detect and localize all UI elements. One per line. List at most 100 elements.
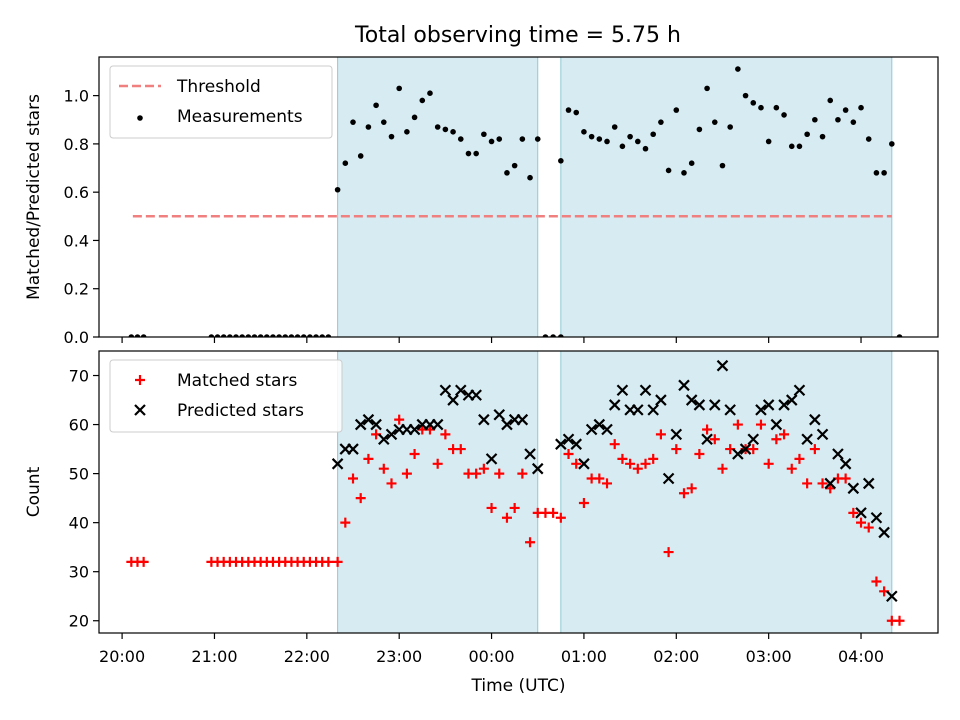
y-tick-label: 1.0 [64,87,89,106]
measurement-point [704,85,710,92]
predicted-star-point [878,526,890,539]
predicted-star-point [639,384,652,397]
matched-star-point [894,615,905,626]
predicted-star-point [616,384,629,397]
measurement-point [611,124,618,130]
measurement-point [307,334,313,337]
measurement-point [627,133,633,140]
matched-star-point [332,556,343,567]
predicted-star-point [847,482,860,495]
predicted-star-point [632,404,644,416]
predicted-star-point [693,399,706,411]
measurement-point [765,138,772,145]
measurement-point [596,136,603,142]
measurement-point [365,124,372,130]
measurement-point [850,119,857,125]
measurement-point [665,167,672,174]
predicted-star-point [585,423,598,436]
measurement-point [342,160,349,167]
matched-star-point [786,463,797,474]
matched-star-point [794,453,805,464]
observing-window-1 [337,350,539,634]
legend-entry-label: Matched stars [177,371,297,391]
matched-star-point [655,429,666,440]
measurement-point [357,153,364,159]
bottom-panel: 20 30 40 50 60 70 20:00 21:00 22:00 23:00 00:00 01:… [24,350,939,696]
measurement-point [827,97,834,104]
predicted-star-point [516,413,529,426]
measurement-point [488,138,495,145]
measurement-point [313,334,319,337]
measurement-point [642,145,649,152]
measurement-point [404,129,410,135]
measurement-point [227,334,233,337]
measurement-point [245,334,252,337]
measurement-point [573,109,580,116]
matched-star-point [363,453,374,464]
predicted-star-point [370,418,382,431]
predicted-star-point [809,413,821,426]
matched-star-point [471,468,482,479]
predicted-star-point [578,458,590,470]
predicted-star-point [755,404,767,416]
predicted-star-point [716,359,729,372]
measurement-point [300,334,307,337]
measurement-point [519,136,526,142]
measurement-point [604,138,610,145]
measurement-point [473,150,479,157]
measurement-point [558,334,564,337]
predicted-star-point [839,458,852,470]
measurement-point [781,112,787,118]
observing-window-2 [560,350,893,634]
matched-star-point [455,444,466,455]
predicted-star-point [662,472,675,485]
x-axis-label: Time (UTC) [471,676,566,696]
predicted-star-point [347,443,359,455]
predicted-star-point [785,394,798,406]
predicted-star-point [778,399,790,411]
matched-star-point [440,429,451,440]
predicted-star-point [608,399,621,411]
measurement-point [220,334,227,337]
matched-star-point [809,444,820,455]
measurement-point [282,334,289,337]
measurement-point [380,119,387,125]
predicted-star-point [501,418,513,431]
y-tick-label: 70 [69,367,89,386]
measurement-point [865,136,872,142]
matched-star-point [348,473,359,484]
measurement-point [558,157,564,164]
matched-star-point [856,517,867,528]
measurement-point [411,114,418,121]
predicted-star-point [747,433,760,446]
measurement-point [681,170,687,176]
measurement-point [233,334,239,337]
top-y-axis-label: Matched/Predicted stars [24,94,44,300]
predicted-star-point [670,428,683,441]
predicted-star-point [685,394,698,406]
legend-entry-label: Threshold [176,77,261,97]
predicted-star-point [601,423,613,436]
bottom-plot-area [126,359,905,626]
measurement-point [696,126,703,133]
measurement-point [873,170,880,176]
matched-star-point [138,556,149,567]
matched-star-point [694,448,705,459]
measurement-point [750,100,757,106]
matched-star-point [517,468,528,479]
y-tick-label: 0.0 [64,328,89,347]
matched-star-point [323,556,334,567]
measurement-point [527,174,533,181]
matched-star-point [494,468,505,479]
matched-star-point [594,473,605,484]
predicted-star-point [739,443,752,455]
matched-star-point [632,463,643,474]
matched-star-point [378,463,389,474]
predicted-star-point [724,404,736,416]
legend-entry-label: Predicted stars [177,401,304,421]
measurement-point [804,131,810,138]
measurement-point [758,104,764,111]
y-tick-label: 30 [69,563,89,582]
predicted-star-point [555,438,567,450]
